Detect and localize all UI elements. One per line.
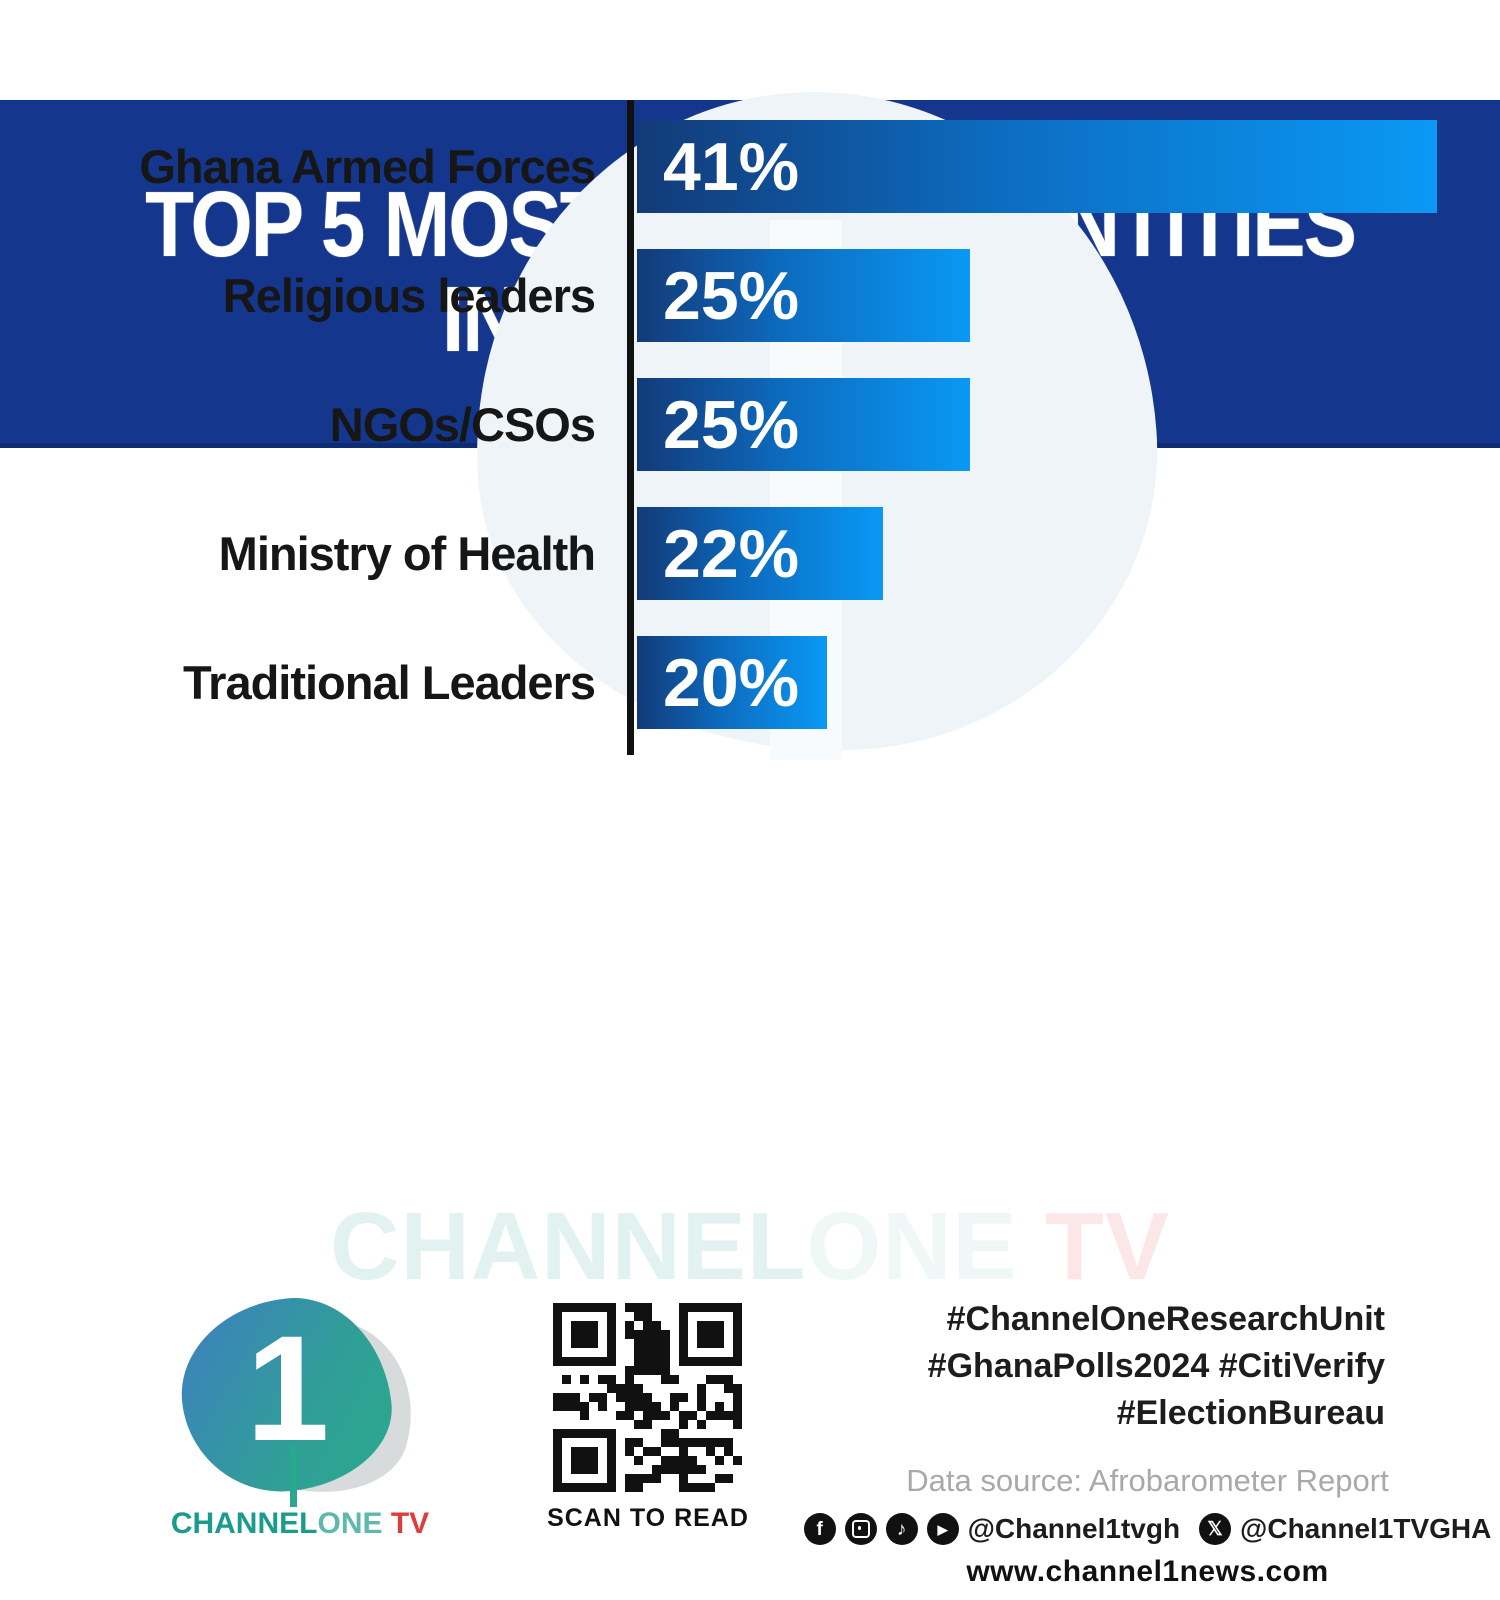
logo-wordmark: CHANNELONE TV [150,1507,450,1541]
value-label: 25% [663,257,800,334]
qr-finder-top-left [553,1303,616,1366]
channel-one-tv-watermark: CHANNELONE TV [0,1192,1500,1302]
chart-row: Traditional Leaders 20% [0,636,1500,729]
hashtag-line-1: #ChannelOneResearchUnit [946,1300,1385,1338]
bar-zone: 20% [595,636,1500,729]
tiktok-icon: ♪ [885,1513,918,1545]
category-label: Traditional Leaders [183,656,596,709]
data-source-note: Data source: Afrobarometer Report [906,1463,1389,1498]
value-label: 22% [663,515,800,592]
hashtag-line-2: #GhanaPolls2024 #CitiVerify [927,1347,1385,1385]
social-handle-primary: @Channel1tvgh [967,1513,1181,1544]
logo-text-one: ONE [317,1507,383,1540]
bar-chart: Ghana Armed Forces 41% Religious leaders… [0,69,1500,775]
qr-modules [553,1303,742,1492]
bar-zone: 22% [595,507,1500,600]
logo-numeral: 1 [246,1304,330,1472]
bar-fill: 25% [637,378,970,471]
chart-row: Religious leaders 25% [0,249,1500,342]
logo-text-tv: TV [382,1507,430,1540]
youtube-icon: ▶ [926,1513,959,1545]
chart-row: Ministry of Health 22% [0,507,1500,600]
chart-row: NGOs/CSOs 25% [0,378,1500,471]
bar-fill: 22% [637,507,883,600]
bar-zone: 25% [595,378,1500,471]
category-label: Religious leaders [222,269,596,322]
website-url: www.channel1news.com [966,1555,1329,1588]
value-label: 20% [663,644,800,721]
bar-zone: 25% [595,249,1500,342]
logo-text-channel: CHANNEL [170,1507,318,1540]
hashtags-block: #ChannelOneResearchUnit #GhanaPolls2024 … [900,1296,1395,1437]
social-handle-x: @Channel1TVGHA [1240,1513,1492,1544]
logo-numeral-tail [290,1445,297,1507]
qr-caption: SCAN TO READ [547,1504,749,1532]
category-label: Ghana Armed Forces [139,140,596,193]
category-label: Ministry of Health [218,527,596,580]
qr-finder-top-right [679,1303,742,1366]
bar-fill: 41% [637,120,1437,213]
instagram-icon [844,1513,877,1545]
facebook-icon: f [803,1513,836,1545]
value-label: 41% [663,128,800,205]
channel-one-logo: 1 CHANNELONE TV [150,1288,450,1555]
footer-info-column: #ChannelOneResearchUnit #GhanaPolls2024 … [803,1296,1491,1589]
bar-fill: 20% [637,636,827,729]
bar-zone: 41% [595,120,1500,213]
hashtag-line-3: #ElectionBureau [1116,1394,1385,1432]
x-icon: 𝕏 [1199,1513,1232,1545]
chart-row: Ghana Armed Forces 41% [0,120,1500,213]
chart-axis-line [627,100,634,755]
qr-finder-bottom-left [553,1429,616,1492]
watermark-tv: TV [1017,1193,1170,1300]
bar-fill: 25% [637,249,970,342]
category-label: NGOs/CSOs [329,398,596,451]
qr-code [553,1303,742,1492]
watermark-channel: CHANNEL [330,1193,807,1300]
value-label: 25% [663,386,800,463]
social-row: f ♪ ▶ @Channel1tvgh 𝕏 @Channel1TVGHA [803,1513,1491,1545]
watermark-one: ONE [806,1193,1018,1300]
